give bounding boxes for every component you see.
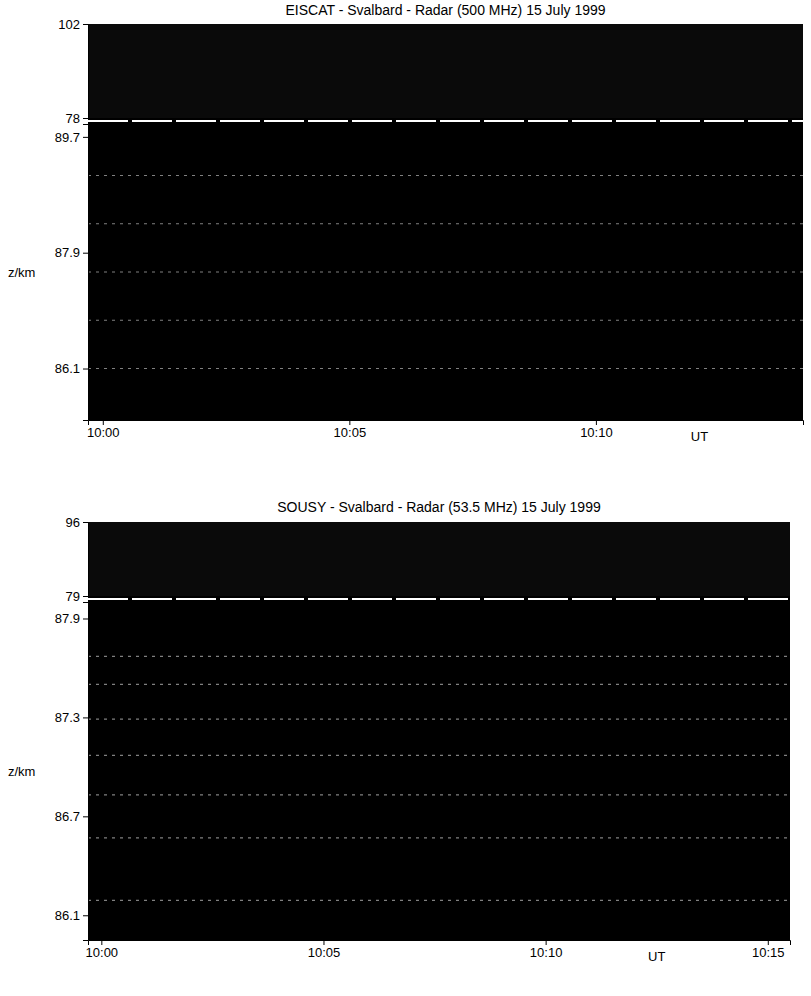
tick-label: 89.7 (55, 130, 80, 145)
axis-line (83, 25, 89, 119)
overview-background (88, 24, 803, 118)
y-axis-title: z/km (8, 764, 35, 779)
tick: 10:10 (530, 940, 563, 960)
echo-layer (88, 684, 790, 685)
tick: 102 (58, 17, 88, 32)
tick-label: 102 (58, 17, 80, 32)
tick: 87.9 (55, 611, 88, 626)
tick: 10:05 (334, 420, 367, 440)
tick: 86.7 (55, 809, 88, 824)
echo-layer (88, 755, 790, 756)
tick: 10:05 (308, 940, 341, 960)
axis-line (89, 421, 804, 426)
tick-label: 87.3 (55, 710, 80, 725)
tick-label: 78 (66, 111, 80, 126)
axis-line (83, 523, 89, 597)
echo-layer (88, 175, 803, 176)
tick-label: 10:15 (752, 945, 785, 960)
echo-layer (88, 900, 790, 901)
echo-layer (88, 368, 803, 369)
tick-label: 10:05 (334, 425, 367, 440)
separator (88, 120, 803, 122)
echo-layer (88, 223, 803, 224)
tick: 10:00 (86, 940, 119, 960)
echo-layer (88, 271, 803, 272)
y-axis: 86.1 87.9 89.7 (55, 125, 89, 421)
figure: EISCAT - Svalbard - Radar (500 MHz) 15 J… (0, 0, 811, 996)
plot-background (88, 602, 790, 940)
plot-background (88, 124, 803, 420)
echo-layer (88, 794, 790, 795)
tick-mark (83, 253, 88, 254)
x-axis-title: UT (691, 429, 708, 444)
tick-mark (83, 522, 88, 523)
tick-label: 86.1 (55, 361, 80, 376)
tick: 10:00 (87, 420, 120, 440)
tick-mark (83, 717, 88, 718)
echo-layer (88, 656, 790, 657)
tick-label: 87.9 (55, 245, 80, 260)
echo-layers (88, 175, 803, 368)
tick-mark (83, 137, 88, 138)
tick: 87.3 (55, 710, 88, 725)
tick-mark (83, 816, 88, 817)
tick: 89.7 (55, 130, 88, 145)
overview-background (88, 522, 790, 596)
tick: 10:10 (580, 420, 613, 440)
panel: SOUSY - Svalbard - Radar (53.5 MHz) 15 J… (8, 499, 791, 964)
tick: 86.1 (55, 361, 88, 376)
tick-label: 10:05 (308, 945, 341, 960)
tick-label: 10:10 (530, 945, 563, 960)
tick-mark (83, 118, 88, 119)
tick-mark (83, 618, 88, 619)
echo-layer (88, 718, 790, 719)
echo-layers (88, 656, 790, 900)
overview-y-axis: 79 96 (66, 515, 89, 604)
tick-label: 86.7 (55, 809, 80, 824)
tick-label: 10:10 (580, 425, 613, 440)
axis-line (83, 603, 89, 941)
tick-mark (83, 24, 88, 25)
title: EISCAT - Svalbard - Radar (500 MHz) 15 J… (285, 2, 605, 18)
axis-line (89, 941, 791, 946)
echo-layer (88, 320, 803, 321)
tick: 78 (66, 111, 88, 126)
axis-line (83, 125, 89, 421)
y-axis-title: z/km (8, 265, 35, 280)
tick: 86.1 (55, 908, 88, 923)
tick-label: 79 (66, 589, 80, 604)
x-axis: 10:00 10:05 10:10 10:15 (86, 940, 791, 960)
y-axis: 86.1 86.7 87.3 87.9 (55, 603, 89, 941)
tick: 87.9 (55, 245, 88, 260)
x-axis-title: UT (648, 949, 665, 964)
tick-label: 86.1 (55, 908, 80, 923)
tick: 79 (66, 589, 88, 604)
tick-label: 96 (66, 515, 80, 530)
tick-label: 10:00 (86, 945, 119, 960)
tick-label: 87.9 (55, 611, 80, 626)
tick-label: 10:00 (87, 425, 120, 440)
tick-mark (83, 369, 88, 370)
tick: 96 (66, 515, 88, 530)
separator-background (88, 118, 803, 124)
panel: EISCAT - Svalbard - Radar (500 MHz) 15 J… (8, 2, 804, 444)
echo-layer (88, 837, 790, 838)
title: SOUSY - Svalbard - Radar (53.5 MHz) 15 J… (277, 499, 601, 515)
tick-mark (83, 915, 88, 916)
overview-y-axis: 78 102 (58, 17, 88, 126)
tick: 10:15 (752, 940, 785, 960)
separator-background (88, 596, 790, 602)
separator (88, 598, 790, 600)
tick-mark (83, 596, 88, 597)
